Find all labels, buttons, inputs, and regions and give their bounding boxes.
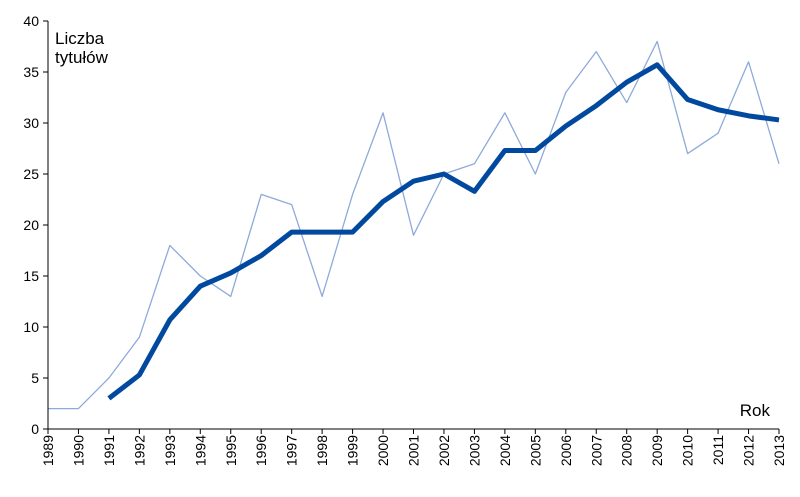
y-axis-title-line-1: Liczba: [55, 29, 105, 48]
y-tick-label: 10: [23, 319, 39, 335]
x-tick-label: 1993: [162, 435, 178, 466]
x-tick-label: 2009: [649, 435, 665, 466]
x-axis-title: Rok: [740, 401, 771, 420]
series-line-1: [48, 40, 780, 410]
label-layer: 0 5 10 15 20 25 30 35 40 1989 1990 1991 1992 1993 1994…: [23, 13, 787, 466]
x-tick-label: 2013: [771, 435, 787, 466]
y-tick-label: 5: [31, 370, 39, 386]
x-tick-label: 2005: [527, 435, 543, 466]
y-tick-label: 20: [23, 217, 39, 233]
y-tick-label: 35: [23, 64, 39, 80]
x-tick-label: 2001: [406, 435, 422, 466]
x-tick-label: 2006: [558, 435, 574, 466]
y-axis-title-line-2: tytułów: [55, 48, 109, 67]
x-tick-label: 1997: [284, 435, 300, 466]
y-tick-label: 15: [23, 268, 39, 284]
x-tick-label: 2002: [436, 435, 452, 466]
x-tick-label: 2008: [619, 435, 635, 466]
x-tick-label: 1999: [345, 435, 361, 466]
x-tick-label: 1998: [314, 435, 330, 466]
x-tick-label: 1989: [40, 435, 56, 466]
x-tick-label: 1990: [70, 435, 86, 466]
y-tick-label: 40: [23, 13, 39, 29]
y-tick-label: 0: [31, 421, 39, 437]
series-layer: [48, 40, 780, 410]
x-tick-label: 1991: [101, 435, 117, 466]
y-tick-label: 30: [23, 115, 39, 131]
axis-layer: [43, 20, 780, 434]
x-tick-label: 2003: [466, 435, 482, 466]
x-tick-label: 2010: [680, 435, 696, 466]
x-tick-label: 2000: [375, 435, 391, 466]
x-tick-label: 1996: [253, 435, 269, 466]
series-line-2: [107, 62, 780, 401]
x-tick-label: 1992: [131, 435, 147, 466]
x-tick-label: 2004: [497, 435, 513, 466]
x-tick-label: 2012: [741, 435, 757, 466]
x-tick-label: 1994: [192, 435, 208, 466]
y-tick-label: 25: [23, 166, 39, 182]
x-tick-label: 1995: [223, 435, 239, 466]
x-tick-label: 2007: [588, 435, 604, 466]
x-tick-label: 2011: [710, 435, 726, 465]
